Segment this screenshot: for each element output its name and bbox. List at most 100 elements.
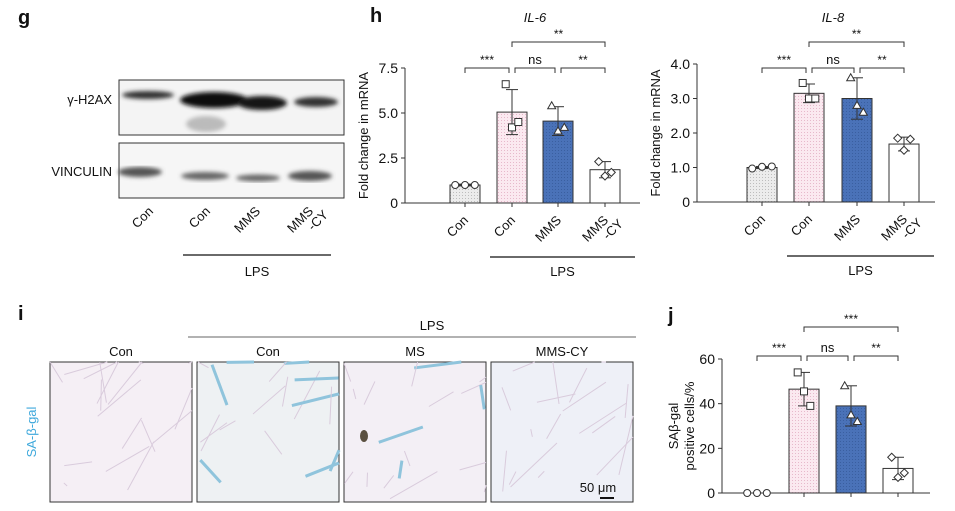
cell-fiber — [483, 485, 487, 493]
data-point — [899, 468, 910, 478]
data-point — [800, 387, 808, 396]
blot-row-label: VINCULIN — [51, 164, 112, 179]
cell-fiber — [304, 461, 340, 478]
significance-bracket — [464, 67, 510, 73]
data-point — [905, 134, 916, 144]
micrograph-1 — [49, 361, 193, 503]
lane-label-line: Con — [129, 204, 156, 231]
data-point — [748, 164, 757, 173]
panel-label-i: i — [18, 303, 24, 325]
significance-label: ns — [826, 52, 840, 67]
cell-debris — [360, 430, 368, 442]
cell-fiber — [63, 482, 68, 487]
data-point — [839, 380, 850, 390]
data-point — [858, 107, 869, 116]
data-point — [514, 118, 523, 126]
x-tick-label-line: MMS — [831, 211, 863, 243]
cell-fiber — [140, 420, 156, 452]
data-point — [559, 122, 570, 131]
cell-fiber — [294, 376, 339, 382]
blot-row-label: γ-H2AX — [67, 92, 112, 107]
data-point — [546, 100, 557, 110]
cell-fiber — [174, 387, 193, 430]
cell-fiber — [188, 361, 193, 364]
x-tick-label: MMS-CY — [579, 207, 626, 254]
cell-fiber — [105, 446, 150, 472]
y-tick-label: 0 — [682, 194, 690, 210]
y-axis-label: SAβ-gal — [666, 403, 681, 450]
data-point — [852, 100, 862, 109]
significance-label: *** — [777, 53, 791, 67]
panel-g: g γ-H2AX VINCULIN Con Con MMS MMS-CY LP — [18, 7, 345, 279]
data-point — [470, 181, 479, 189]
cell-fiber — [414, 360, 462, 370]
cell-fiber — [536, 393, 576, 403]
micrograph-column-label: MMS-CY — [536, 344, 589, 359]
significance-label: *** — [480, 53, 494, 67]
cell-fiber — [210, 364, 229, 406]
data-point — [758, 162, 766, 171]
cell-fiber — [383, 475, 395, 489]
cell-fiber — [510, 442, 558, 488]
significance-label: *** — [772, 341, 786, 355]
data-point — [845, 72, 856, 82]
cell-fiber — [479, 376, 487, 383]
lps-group-label: LPS — [550, 264, 575, 279]
data-point — [892, 133, 903, 143]
cell-fiber — [127, 441, 155, 491]
chart-title: IL-8 — [822, 10, 845, 25]
cell-fiber — [99, 362, 107, 403]
cell-fiber — [281, 376, 289, 407]
stain-row-label: SA-β-gal — [24, 406, 39, 457]
data-point — [461, 181, 469, 189]
cell-fiber — [107, 361, 143, 405]
x-tick-label-line: MMS — [532, 212, 564, 244]
cell-fiber — [512, 361, 535, 372]
lane-label: Con — [186, 204, 213, 231]
x-tick-label: MMS — [532, 212, 564, 244]
cell-fiber — [100, 379, 102, 411]
data-point — [846, 409, 856, 419]
cell-fiber — [461, 381, 487, 394]
cell-fiber — [200, 422, 228, 443]
micrograph-image — [49, 361, 193, 503]
cell-fiber — [411, 361, 419, 387]
x-tick-label-line: Con — [491, 213, 518, 240]
data-point — [811, 94, 820, 103]
chart-il8: 0 1.0 2.0 3.0 4.0 Fold change in mRNA IL-8 Con C… — [648, 10, 935, 278]
cell-fiber — [252, 385, 286, 415]
micrograph-column-label: MS — [405, 344, 425, 359]
y-tick-label: 2.5 — [379, 150, 399, 166]
data-point — [508, 123, 516, 132]
x-tick-label: Con — [444, 213, 471, 240]
cell-fiber — [121, 417, 142, 449]
blot-h2ax — [118, 79, 345, 136]
chart-il6: 0 2.5 5.0 7.5 Fold change in mRNA IL-6 Con Con M… — [356, 10, 640, 279]
lps-group-label: LPS — [848, 263, 873, 278]
cell-fiber — [343, 363, 352, 382]
micrograph-image — [490, 361, 634, 503]
x-tick-label: Con — [491, 213, 518, 240]
blot-vinculin — [118, 142, 345, 199]
data-point — [899, 145, 909, 155]
significance-label: ** — [578, 53, 588, 67]
significance-bracket — [853, 355, 899, 361]
y-axis-label: Fold change in mRNA — [648, 69, 663, 196]
x-tick-label: MMS-CY — [878, 206, 925, 253]
panel-label-j: j — [667, 305, 674, 327]
lane-label-line: MMS — [231, 203, 263, 235]
lane-label: MMS — [231, 203, 263, 235]
significance-bracket — [803, 326, 899, 332]
lps-group-label: LPS — [420, 318, 445, 333]
cell-fiber — [546, 413, 562, 439]
micrograph-column-label: Con — [256, 344, 280, 359]
significance-label: ** — [852, 27, 862, 41]
y-tick-label: 20 — [699, 440, 715, 456]
data-point — [852, 416, 863, 426]
cell-fiber — [366, 472, 368, 487]
cell-fiber — [579, 402, 627, 434]
y-axis-label: positive cells/% — [682, 381, 697, 470]
cell-fiber — [624, 384, 629, 418]
